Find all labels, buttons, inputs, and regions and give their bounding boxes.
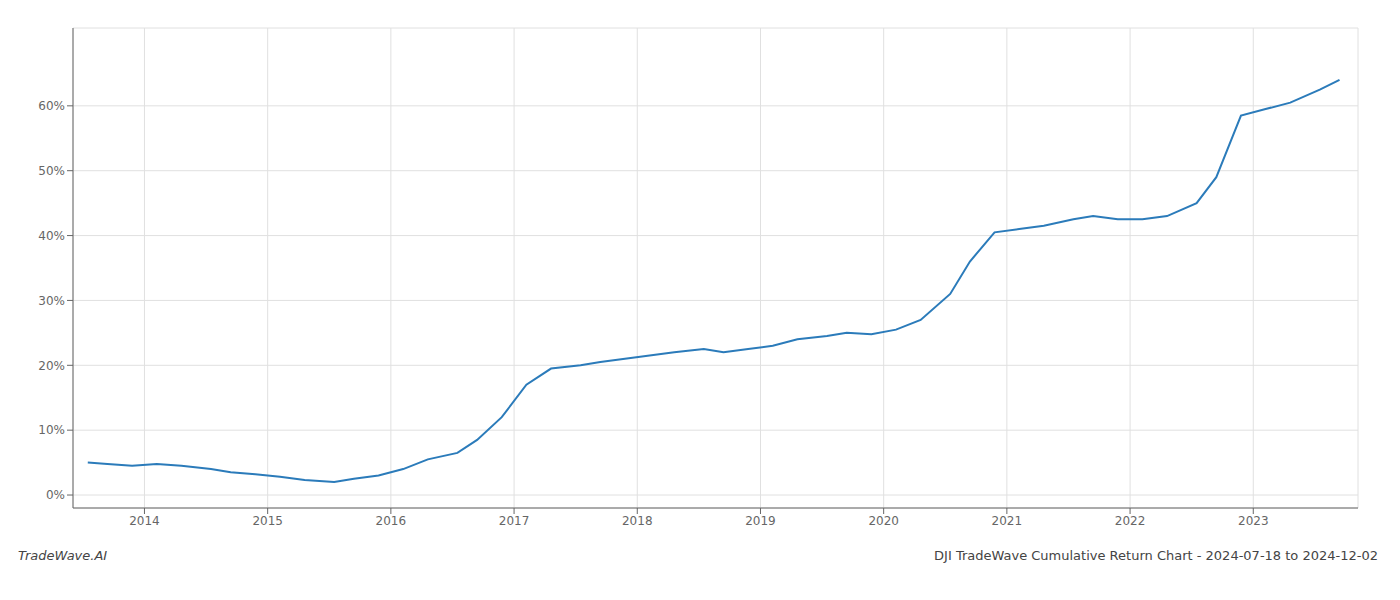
svg-text:2015: 2015 bbox=[252, 514, 283, 528]
svg-text:40%: 40% bbox=[38, 229, 65, 243]
svg-text:2016: 2016 bbox=[376, 514, 407, 528]
svg-text:2020: 2020 bbox=[868, 514, 899, 528]
svg-text:0%: 0% bbox=[46, 488, 65, 502]
svg-text:2023: 2023 bbox=[1238, 514, 1269, 528]
svg-text:2018: 2018 bbox=[622, 514, 653, 528]
svg-text:2021: 2021 bbox=[992, 514, 1023, 528]
svg-text:2022: 2022 bbox=[1115, 514, 1146, 528]
svg-text:2019: 2019 bbox=[745, 514, 776, 528]
html-text:TradeWave.AI: TradeWave.AI bbox=[18, 548, 108, 563]
svg-text:2017: 2017 bbox=[499, 514, 530, 528]
svg-text:20%: 20% bbox=[38, 359, 65, 373]
svg-text:30%: 30% bbox=[38, 294, 65, 308]
svg-text:60%: 60% bbox=[38, 99, 65, 113]
svg-text:2014: 2014 bbox=[129, 514, 160, 528]
svg-text:10%: 10% bbox=[38, 423, 65, 437]
html-text:DJI TradeWave Cumulative Retur: DJI TradeWave Cumulative Return Chart - … bbox=[934, 548, 1378, 563]
svg-text:50%: 50% bbox=[38, 164, 65, 178]
